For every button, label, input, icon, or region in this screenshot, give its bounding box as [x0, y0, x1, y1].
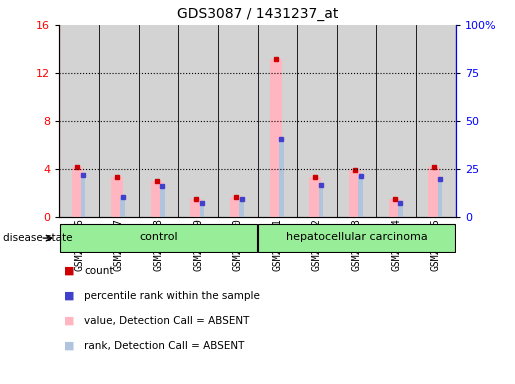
- Bar: [121, 197, 125, 217]
- Bar: [337, 25, 376, 217]
- Bar: [191, 199, 202, 217]
- Text: rank, Detection Call = ABSENT: rank, Detection Call = ABSENT: [84, 341, 244, 351]
- Bar: [319, 185, 323, 217]
- Text: value, Detection Call = ABSENT: value, Detection Call = ABSENT: [84, 316, 249, 326]
- Bar: [358, 176, 363, 217]
- Text: ■: ■: [64, 341, 75, 351]
- Bar: [416, 25, 456, 217]
- Text: count: count: [84, 266, 113, 276]
- Bar: [200, 203, 204, 217]
- Bar: [297, 25, 337, 217]
- Bar: [218, 25, 258, 217]
- Bar: [230, 197, 242, 217]
- Bar: [178, 25, 218, 217]
- Bar: [270, 59, 282, 217]
- Bar: [438, 179, 442, 217]
- Bar: [310, 177, 321, 217]
- Bar: [160, 186, 165, 217]
- FancyBboxPatch shape: [60, 224, 256, 252]
- FancyBboxPatch shape: [259, 224, 455, 252]
- Bar: [59, 25, 99, 217]
- Bar: [72, 167, 83, 217]
- Text: hepatocellular carcinoma: hepatocellular carcinoma: [286, 232, 427, 242]
- Bar: [111, 177, 123, 217]
- Text: ■: ■: [64, 291, 75, 301]
- Bar: [81, 175, 85, 217]
- Title: GDS3087 / 1431237_at: GDS3087 / 1431237_at: [177, 7, 338, 21]
- Bar: [151, 181, 163, 217]
- Text: ■: ■: [64, 316, 75, 326]
- Bar: [389, 199, 401, 217]
- Bar: [398, 203, 403, 217]
- Bar: [376, 25, 416, 217]
- Bar: [99, 25, 139, 217]
- Bar: [279, 139, 284, 217]
- Bar: [349, 170, 361, 217]
- Text: percentile rank within the sample: percentile rank within the sample: [84, 291, 260, 301]
- Bar: [258, 25, 297, 217]
- Bar: [428, 167, 440, 217]
- Text: ■: ■: [64, 266, 75, 276]
- Text: control: control: [139, 232, 178, 242]
- Bar: [239, 199, 244, 217]
- Text: disease state: disease state: [3, 233, 72, 243]
- Bar: [139, 25, 178, 217]
